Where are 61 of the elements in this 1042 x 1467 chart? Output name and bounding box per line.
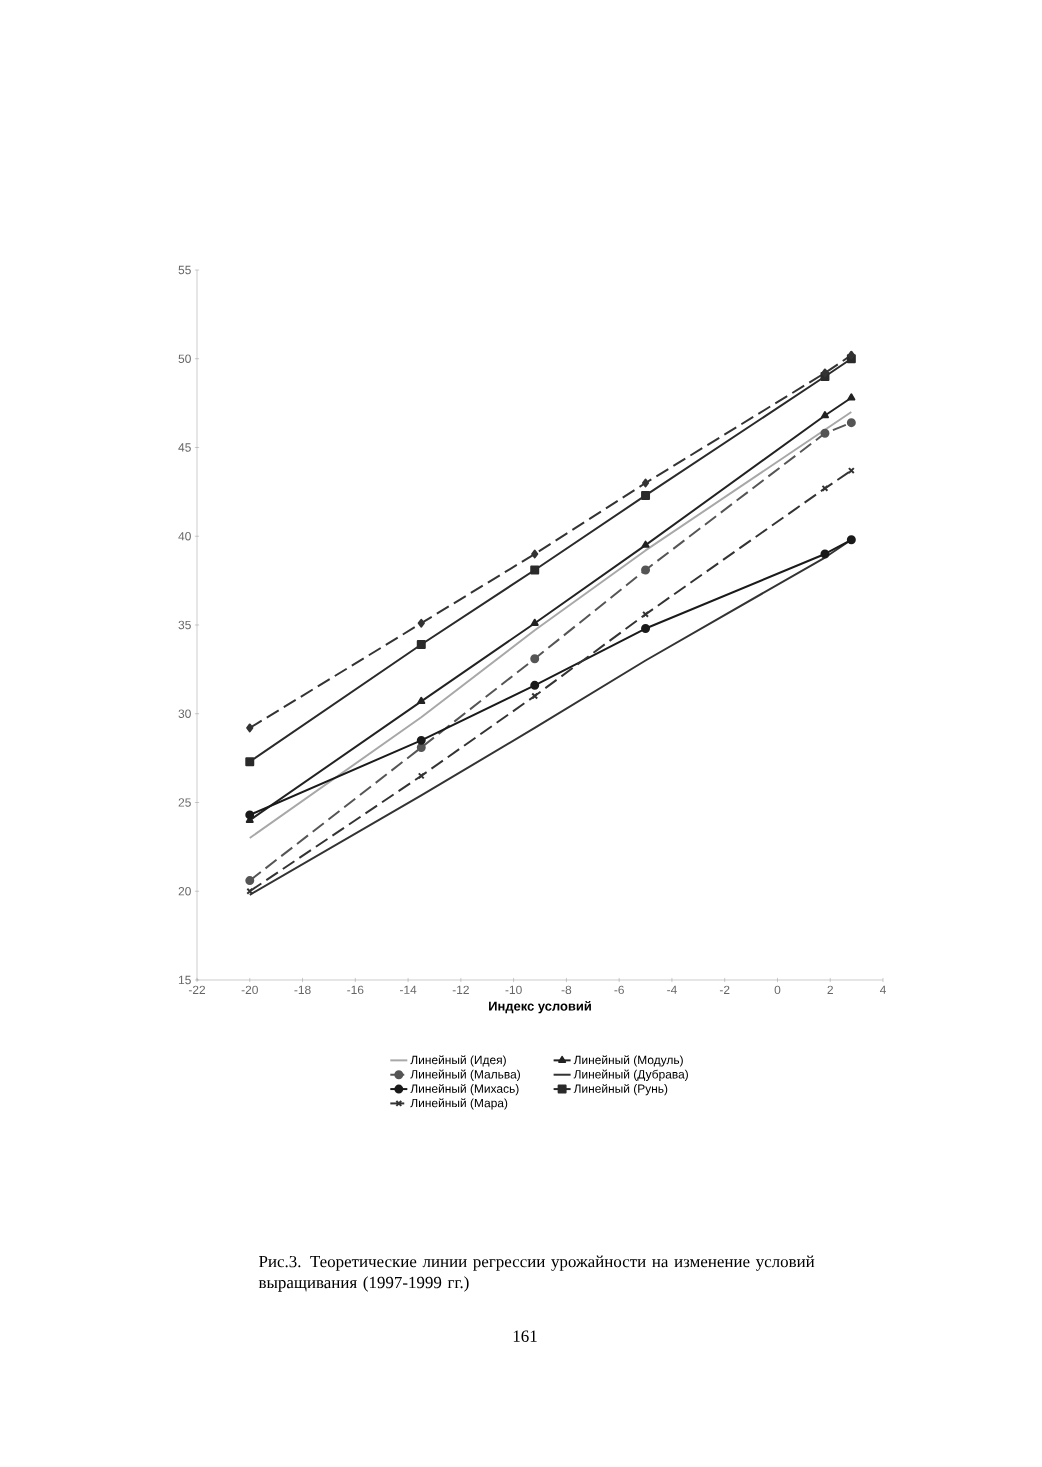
point (531, 549, 539, 559)
point (246, 723, 254, 733)
point (820, 428, 830, 438)
point (847, 393, 856, 401)
text: Рис.3. Теоретические линии регрессии урожайности на изменение условий выращивания (1997-1999 гг.) (258, 1255, 815, 1292)
x-tick-label: -8 (561, 985, 572, 995)
point (530, 618, 539, 626)
legend-label: Линейный (Модуль) (573, 1055, 683, 1067)
x-tick-label: 4 (879, 985, 886, 994)
point (820, 549, 830, 559)
point (821, 368, 829, 378)
point (416, 735, 426, 745)
legend-label: Линейный (Мара) (410, 1098, 508, 1110)
x-tick-label: 2 (827, 985, 833, 994)
point (846, 418, 856, 428)
point (641, 540, 650, 548)
point (416, 640, 426, 649)
y-tick-label: 35 (178, 620, 191, 630)
x-tick-label: -2 (719, 985, 730, 994)
y-tick-label: 30 (178, 709, 191, 718)
y-tick-label: 40 (178, 532, 191, 541)
point (530, 565, 540, 575)
x-axis-title: Индекс условий (489, 1000, 591, 1014)
y-tick-label: 50 (178, 354, 191, 363)
y-tick-label: 45 (178, 443, 191, 452)
text: 161 (513, 1330, 537, 1342)
legend-label: Линейный (Рунь) (573, 1083, 668, 1096)
x-tick-label: -14 (399, 985, 417, 994)
legend-label: Линейный (Мальва) (410, 1069, 520, 1081)
x-tick-label: -18 (294, 985, 311, 995)
y-tick-label: 15 (178, 975, 191, 985)
point (641, 624, 651, 634)
y-tick-label: 25 (178, 798, 191, 807)
point (847, 350, 855, 360)
legend-label: Линейный (Михась) (410, 1083, 519, 1096)
point (530, 680, 540, 690)
point (641, 478, 650, 488)
x-tick-label: -4 (667, 985, 677, 994)
point (846, 535, 856, 545)
point (245, 810, 255, 820)
point (530, 654, 540, 664)
point (641, 490, 651, 500)
x-tick-label: -20 (241, 985, 258, 995)
x-tick-label: -12 (452, 985, 469, 994)
x-tick-label: -16 (347, 985, 364, 995)
point (641, 565, 651, 575)
legend-label: Линейный (Дубрава) (573, 1069, 688, 1081)
point (417, 696, 426, 705)
point (417, 618, 425, 628)
point (820, 411, 829, 419)
point (821, 484, 829, 492)
y-tick-label: 55 (178, 265, 191, 275)
x-tick-label: -22 (188, 985, 206, 994)
point (531, 692, 539, 700)
x-tick-label: -6 (614, 985, 624, 995)
legend-label: Линейный (Идея) (410, 1055, 506, 1067)
x-tick-label: 0 (774, 985, 781, 995)
point (245, 757, 255, 767)
x-tick-label: -10 (505, 985, 522, 995)
point (245, 876, 255, 886)
y-tick-label: 20 (178, 887, 191, 896)
